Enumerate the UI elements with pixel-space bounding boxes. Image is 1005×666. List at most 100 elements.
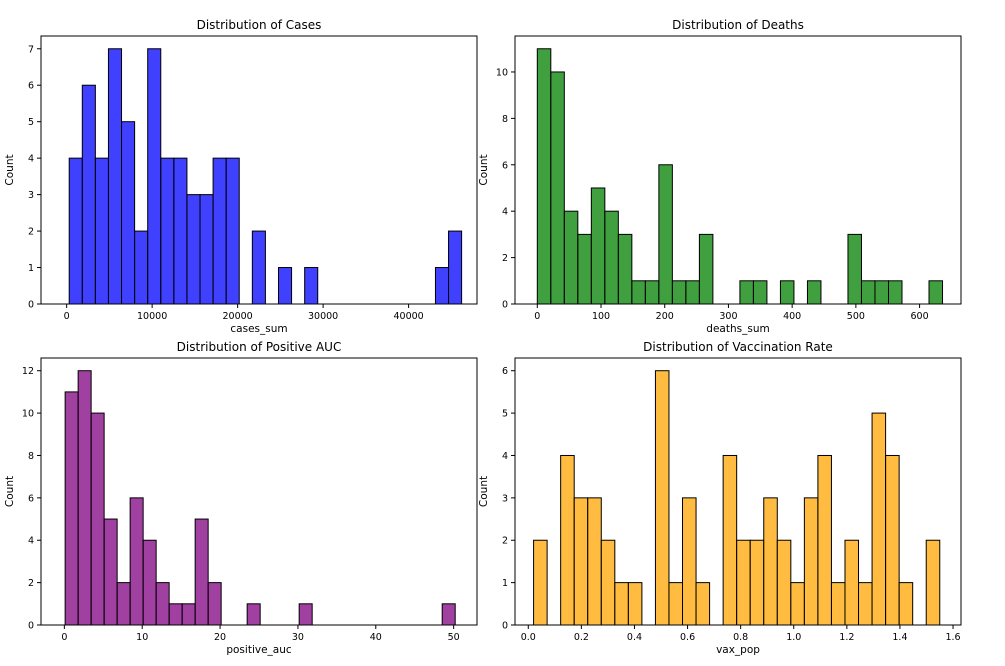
y-tick-label: 8 (28, 451, 34, 462)
x-tick-label: 0.0 (521, 632, 536, 643)
histogram-bar (654, 370, 670, 626)
histogram-bar (860, 280, 876, 305)
x-axis-label: positive_auc (226, 644, 292, 656)
histogram-bar (560, 454, 575, 626)
histogram-bar (749, 539, 765, 626)
histogram-bar (614, 582, 629, 626)
x-tick-label: 300 (719, 311, 737, 322)
y-tick-label: 1 (502, 578, 508, 589)
histogram-bar (858, 582, 873, 626)
histogram-bar (871, 412, 887, 626)
y-tick-label: 1 (28, 263, 34, 274)
x-tick-label: 200 (656, 311, 674, 322)
x-tick-label: 0.2 (574, 632, 589, 643)
chart-title: Distribution of Deaths (672, 18, 804, 32)
y-tick-label: 6 (28, 493, 34, 504)
histogram-bar (225, 157, 240, 305)
histogram-bar (736, 539, 751, 626)
histogram-bar (685, 280, 700, 305)
histogram-bar (103, 518, 118, 626)
y-tick-label: 0 (502, 300, 508, 311)
y-tick-label: 8 (502, 114, 508, 125)
y-axis-label: Count (478, 154, 490, 185)
y-tick-label: 10 (496, 67, 508, 78)
histogram-bar (107, 48, 123, 305)
x-tick-label: 10000 (137, 311, 167, 322)
histogram-bar (722, 454, 738, 626)
histogram-bar (533, 539, 548, 626)
histogram-bar (830, 582, 846, 626)
histogram-bar (168, 603, 183, 626)
x-tick-label: 1.0 (786, 632, 801, 643)
y-tick-label: 5 (28, 117, 34, 128)
histogram-bar (434, 267, 450, 305)
chart-title: Distribution of Positive AUC (177, 340, 342, 354)
y-tick-label: 7 (28, 44, 34, 55)
x-tick-label: 50 (448, 632, 460, 643)
histogram-bar (147, 48, 162, 305)
histogram-bar (573, 497, 589, 626)
histogram-bar (604, 210, 619, 305)
histogram-bar (671, 280, 687, 305)
y-tick-label: 2 (28, 227, 34, 238)
histogram-bar (441, 603, 456, 626)
histogram-bar (682, 497, 697, 626)
subplot-cases: 0 10000 20000 30000 40000 0 1 2 3 4 5 6 7 Distributio… (4, 18, 478, 335)
histogram-bar (627, 582, 643, 626)
x-tick-label: 100 (592, 311, 610, 322)
x-tick-label: 1.6 (945, 632, 960, 643)
subplot-deaths: 0 100 200 300 400 500 600 0 2 4 6 8 10 Distribution o… (478, 18, 962, 335)
histogram-bar (68, 157, 83, 305)
histogram-bar (817, 454, 832, 626)
histogram-bar (874, 280, 889, 305)
x-tick-label: 20 (214, 632, 226, 643)
plot-frame (514, 357, 962, 626)
histogram-bar (739, 280, 754, 305)
histogram-bar (536, 48, 552, 305)
y-axis-label: Count (4, 476, 16, 507)
histogram-bar (779, 280, 795, 305)
x-tick-label: 1.4 (892, 632, 907, 643)
histogram-bar (121, 121, 136, 305)
subplot-vaccination-rate: 0.0 0.2 0.4 0.6 0.8 1.0 1.2 1.4 1.6 0 1 2 3 4 5 6 Distri… (478, 340, 962, 656)
histogram-bar (925, 539, 941, 626)
x-tick-label: 40000 (393, 311, 423, 322)
x-tick-label: 600 (911, 311, 929, 322)
histogram-bar (199, 194, 214, 305)
histogram-bar (134, 230, 149, 305)
histogram-bar (194, 518, 209, 626)
histogram-bar (94, 157, 109, 305)
histogram-bar (81, 84, 96, 305)
histogram-bar (885, 454, 900, 626)
y-tick-label: 4 (502, 451, 508, 462)
y-axis-label: Count (4, 154, 16, 185)
y-tick-label: 12 (22, 366, 34, 377)
histogram-bar (207, 582, 222, 626)
histogram-bar (752, 280, 768, 305)
x-tick-label: 20000 (223, 311, 253, 322)
subplot-positive-auc: 0 10 20 30 40 50 0 2 4 6 8 10 12 Distribution of Posi… (4, 340, 478, 656)
histogram-bar (173, 157, 188, 305)
histogram-bar (563, 210, 579, 305)
x-tick-label: 0.8 (733, 632, 748, 643)
histogram-bar (806, 280, 822, 305)
histogram-bar (844, 539, 860, 626)
y-tick-label: 3 (502, 493, 508, 504)
histogram-bar (590, 187, 606, 305)
histogram-bar (587, 497, 602, 626)
x-tick-label: 0.6 (680, 632, 695, 643)
histogram-bar (631, 280, 646, 305)
y-tick-label: 6 (28, 81, 34, 92)
histogram-bar (600, 539, 616, 626)
x-tick-label: 1.2 (839, 632, 854, 643)
histogram-bar (763, 497, 778, 626)
y-tick-label: 2 (502, 253, 508, 264)
histogram-bar (698, 233, 714, 305)
chart-title: Distribution of Cases (197, 18, 322, 32)
histogram-bar (186, 194, 201, 305)
y-axis-label: Count (478, 476, 490, 507)
x-axis-label: vax_pop (716, 644, 760, 656)
histogram-bar (644, 280, 660, 305)
plot-frame (40, 357, 478, 626)
